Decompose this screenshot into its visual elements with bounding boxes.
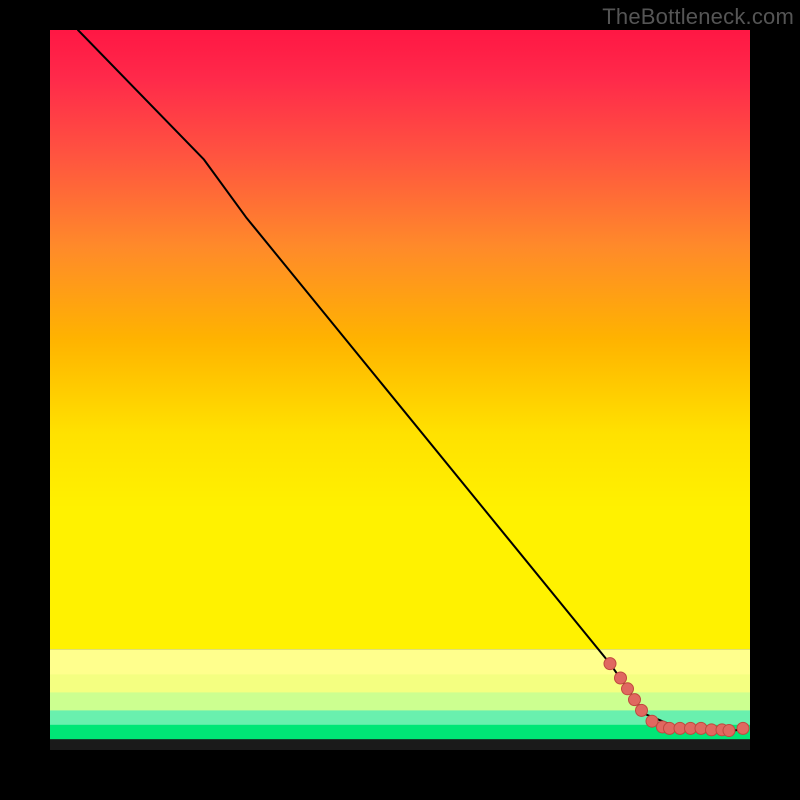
plot-area bbox=[50, 30, 750, 750]
marker-point bbox=[723, 725, 735, 737]
watermark-text: TheBottleneck.com bbox=[602, 4, 794, 30]
gradient-background bbox=[50, 30, 750, 649]
plot-svg bbox=[50, 30, 750, 750]
marker-point bbox=[615, 672, 627, 684]
band-0 bbox=[50, 649, 750, 675]
chart-frame: TheBottleneck.com bbox=[0, 0, 800, 800]
marker-point bbox=[629, 694, 641, 706]
band-5 bbox=[50, 739, 750, 750]
marker-point bbox=[622, 683, 634, 695]
band-4 bbox=[50, 725, 750, 740]
marker-point bbox=[636, 704, 648, 716]
band-1 bbox=[50, 674, 750, 693]
marker-point bbox=[737, 722, 749, 734]
marker-point bbox=[604, 658, 616, 670]
